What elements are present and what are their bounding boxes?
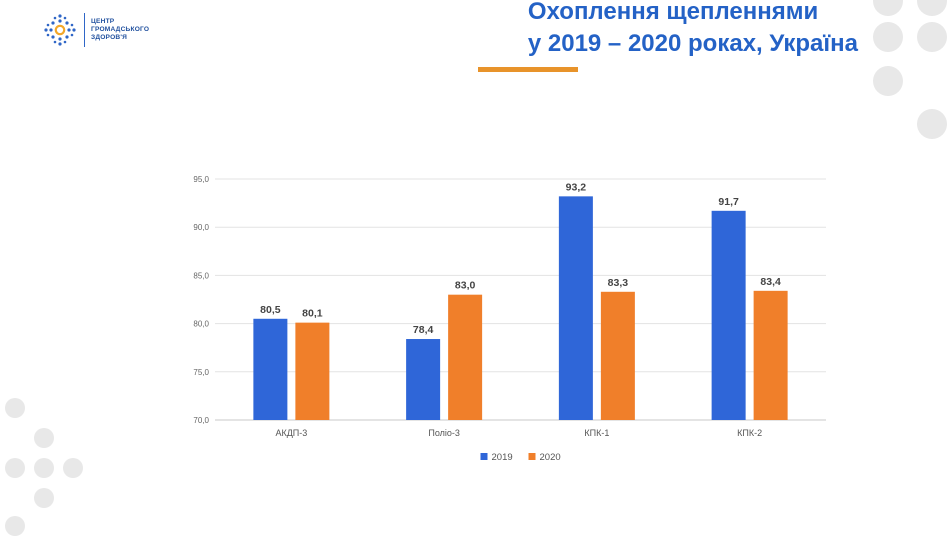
- decorative-dot: [5, 458, 25, 478]
- decorative-dot: [873, 0, 903, 16]
- decorative-dot: [5, 398, 25, 418]
- x-tick-label: КПК-1: [584, 428, 609, 438]
- y-tick-label: 80,0: [193, 320, 209, 329]
- bar-2020: [448, 294, 483, 420]
- decorative-dot: [34, 428, 54, 448]
- logo-line: ЗДОРОВ'Я: [91, 34, 128, 41]
- bar-2019: [558, 196, 593, 420]
- decorative-dot: [917, 109, 947, 139]
- decorative-dot: [63, 458, 83, 478]
- legend-label: 2020: [540, 452, 561, 463]
- decorative-dot: [917, 0, 947, 16]
- x-tick-label: КПК-2: [737, 428, 762, 438]
- data-label: 91,7: [718, 196, 739, 208]
- bar-2019: [253, 318, 288, 420]
- logo-line: ЦЕНТР: [91, 18, 115, 25]
- legend-label: 2019: [492, 452, 513, 463]
- data-label: 80,1: [302, 308, 323, 320]
- y-tick-label: 85,0: [193, 271, 209, 280]
- logo-text: ЦЕНТР ГРОМАДСЬКОГО ЗДОРОВ'Я: [91, 18, 149, 42]
- bar-chart: 70,0 75,0 80,0 85,0 90,0 95,0 80,5 80,1 АКДП-3 78…: [193, 175, 826, 463]
- bar-2019: [711, 210, 746, 420]
- legend-swatch-2020: [528, 453, 536, 460]
- decorative-dot: [873, 66, 903, 96]
- page-title: Охоплення щепленнями у 2019 – 2020 роках…: [528, 0, 858, 60]
- x-tick-label: АКДП-3: [275, 428, 307, 438]
- y-tick-label: 90,0: [193, 223, 209, 232]
- title-line: Охоплення щепленнями: [527, 0, 819, 25]
- data-label: 80,5: [260, 304, 281, 316]
- logo: ЦЕНТР ГРОМАДСЬКОГО ЗДОРОВ'Я: [40, 10, 149, 50]
- decorative-dot: [34, 458, 54, 478]
- bar-2020: [753, 290, 788, 420]
- data-label: 78,4: [413, 324, 434, 336]
- y-tick-label: 95,0: [193, 175, 209, 184]
- data-label: 83,0: [455, 280, 476, 292]
- decorative-dot: [5, 516, 25, 536]
- logo-line: ГРОМАДСЬКОГО: [91, 26, 150, 33]
- chart-frame: 70,0 75,0 80,0 85,0 90,0 95,0 80,5 80,1 АКДП-3 78…: [175, 162, 829, 470]
- title-line: у 2019 – 2020 роках, Україна: [527, 30, 858, 57]
- decorative-dot: [873, 22, 903, 52]
- logo-divider: [84, 13, 85, 47]
- decorative-dot: [917, 22, 947, 52]
- title-underline: [478, 67, 578, 72]
- legend-swatch-2019: [480, 453, 488, 460]
- data-label: 83,4: [760, 276, 781, 288]
- decorative-dot: [34, 488, 54, 508]
- logo-icon: [44, 14, 76, 46]
- bar-2020: [600, 291, 635, 420]
- data-label: 93,2: [566, 181, 587, 193]
- y-tick-label: 75,0: [193, 368, 209, 377]
- data-label: 83,3: [608, 277, 629, 289]
- x-tick-label: Поліо-3: [428, 428, 460, 438]
- bar-2019: [406, 339, 441, 420]
- bar-2020: [295, 322, 330, 420]
- y-tick-label: 70,0: [193, 416, 209, 425]
